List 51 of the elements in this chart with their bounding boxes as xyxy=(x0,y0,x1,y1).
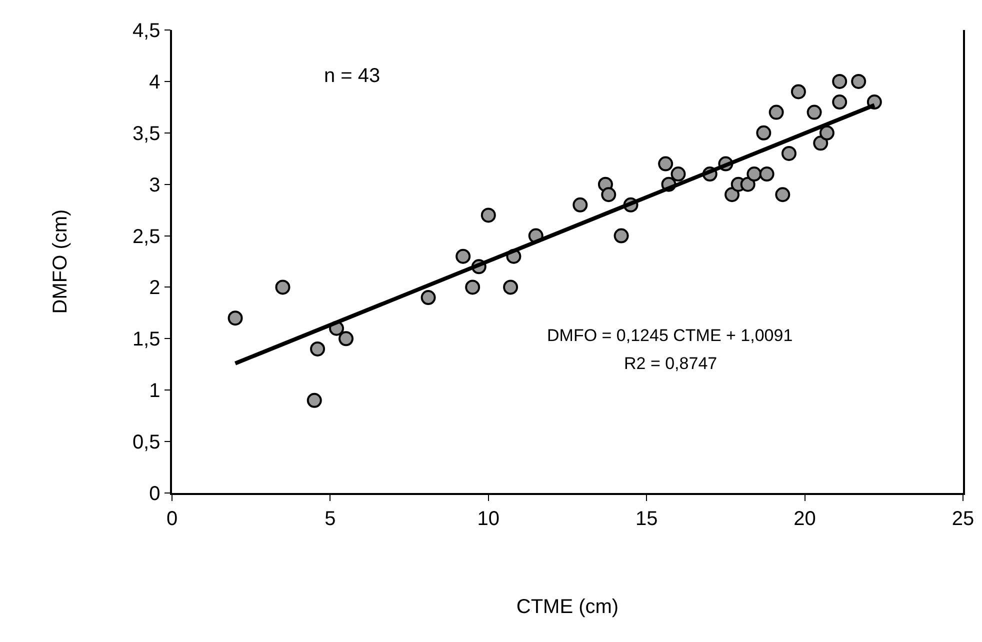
x-tick-label: 0 xyxy=(166,508,178,530)
point xyxy=(832,94,848,110)
point xyxy=(465,280,480,295)
point xyxy=(503,280,518,295)
y-axis-title: DMFO (cm) xyxy=(49,209,72,314)
point xyxy=(420,290,436,306)
y-tick-label: 3 xyxy=(149,174,160,196)
y-tick-label: 4 xyxy=(149,71,160,94)
point xyxy=(851,74,866,89)
point xyxy=(746,166,762,182)
point xyxy=(781,146,796,161)
point xyxy=(480,208,496,223)
point xyxy=(819,125,834,140)
y-tick-label: 3,5 xyxy=(132,122,160,145)
point xyxy=(768,104,784,120)
point xyxy=(813,136,828,151)
point xyxy=(658,156,674,172)
point xyxy=(275,280,290,295)
point xyxy=(759,166,774,182)
point xyxy=(601,187,616,202)
point xyxy=(790,84,806,100)
y-tick-label: 0,5 xyxy=(132,432,160,454)
y-tick-label: 4,5 xyxy=(132,20,160,42)
x-tick-label: 20 xyxy=(794,508,816,530)
point xyxy=(670,166,686,182)
point xyxy=(806,104,822,120)
x-tick-label: 5 xyxy=(324,508,336,530)
point xyxy=(775,187,790,202)
x-tick-label: 10 xyxy=(477,508,500,530)
x-tick-label: 25 xyxy=(952,508,974,530)
x-axis-title: CTME (cm) xyxy=(516,596,619,618)
annotation: n = 43 xyxy=(324,65,380,87)
y-tick-label: 1 xyxy=(149,380,160,402)
point xyxy=(724,187,740,202)
point xyxy=(456,248,471,264)
point xyxy=(572,197,588,212)
y-tick-label: 2 xyxy=(149,277,160,300)
y-tick-label: 1,5 xyxy=(132,328,160,351)
y-tick-label: 0 xyxy=(149,483,160,505)
point xyxy=(832,74,848,89)
point xyxy=(338,331,354,346)
annotation: R2 = 0,8747 xyxy=(624,354,718,373)
point xyxy=(756,125,772,140)
point xyxy=(228,310,243,326)
y-tick-label: 2,5 xyxy=(132,226,160,248)
x-tick-label: 15 xyxy=(635,508,658,530)
point xyxy=(310,341,326,356)
point xyxy=(740,176,756,192)
point xyxy=(614,228,629,244)
annotation: DMFO = 0,1245 CTME + 1,0091 xyxy=(547,326,793,345)
point xyxy=(306,392,322,408)
